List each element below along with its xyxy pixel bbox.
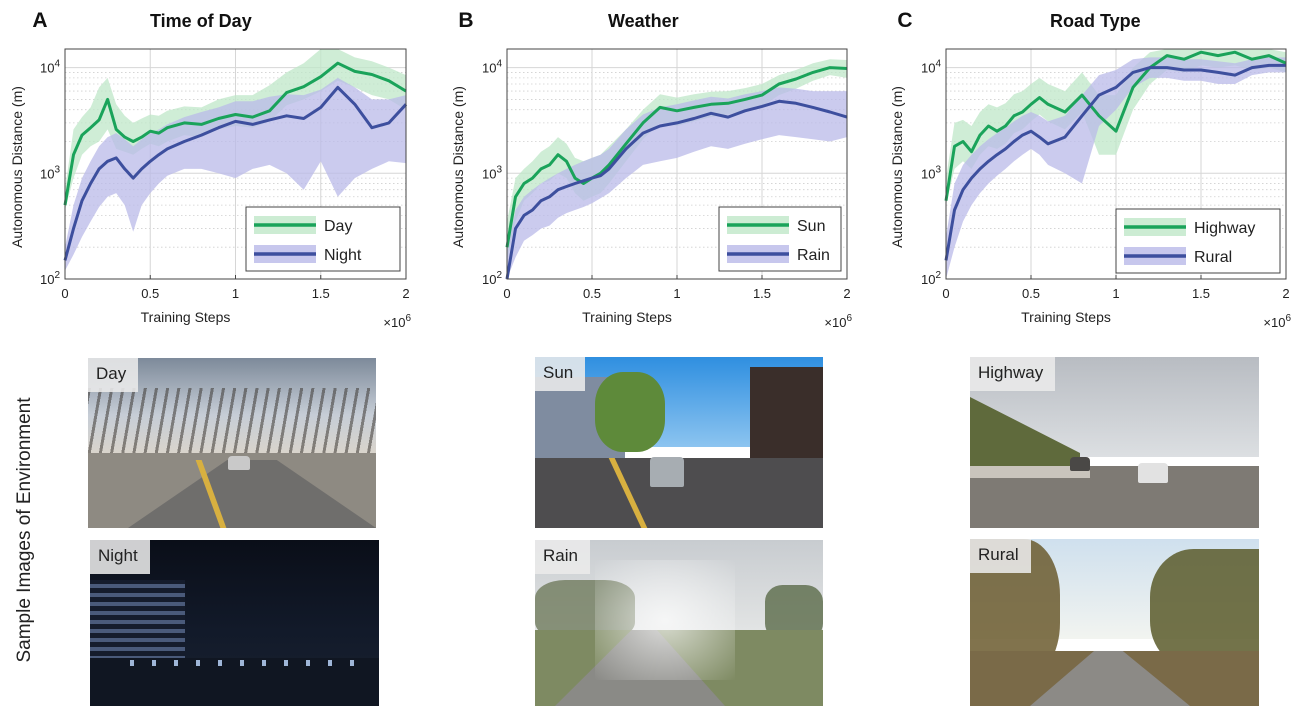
x-axis-label: Training Steps: [1021, 309, 1111, 325]
x-tick-label: 0.5: [583, 286, 601, 301]
photo-label-rural: Rural: [970, 539, 1031, 573]
photo-rain: Rain: [535, 540, 823, 706]
photo-label-rain: Rain: [535, 540, 590, 574]
series-line-night: [63, 85, 408, 261]
x-exponent-label: ×106: [1263, 313, 1291, 330]
side-label: Sample Images of Environment: [8, 360, 42, 700]
series-line-sun: [505, 66, 848, 248]
chart-panel-a: 0 0.5 1 1.5 2 102 103 104 ×106 Training Steps Auto…: [9, 9, 411, 330]
chart-panel-b: 0 0.5 1 1.5 2 102 103 104 ×106 Training Steps Auto…: [450, 9, 852, 330]
y-tick-label: 104: [482, 59, 502, 76]
x-tick-label: 0: [503, 286, 510, 301]
series-line-rain: [505, 99, 848, 280]
legend-label-highway: Highway: [1194, 220, 1255, 237]
photo-day: Day: [88, 358, 376, 528]
legend: Highway Rural: [1115, 208, 1281, 274]
y-tick-label: 102: [482, 270, 502, 287]
panel-title: Weather: [608, 11, 679, 31]
panel-letter: B: [458, 9, 473, 32]
chart-panel-c: 0 0.5 1 1.5 2 102 103 104 ×106 Training Steps Auto…: [889, 9, 1291, 330]
series-line-day: [63, 61, 407, 206]
x-tick-label: 2: [843, 286, 850, 301]
series-band-rain: [507, 87, 847, 280]
legend: Sun Rain: [718, 206, 842, 272]
series-line-highway: [944, 50, 1287, 201]
series-band-highway: [946, 49, 1286, 206]
y-axis-label: Autonomous Distance (m): [889, 86, 905, 248]
y-tick-label: 102: [921, 270, 941, 287]
legend-label-sun: Sun: [797, 218, 825, 235]
photo-label-sun: Sun: [535, 357, 586, 391]
series-band-night: [65, 77, 406, 271]
y-axis-label: Autonomous Distance (m): [450, 86, 466, 248]
x-tick-label: 0.5: [1022, 286, 1040, 301]
side-label-text: Sample Images of Environment: [14, 397, 35, 663]
x-tick-label: 1.5: [312, 286, 330, 301]
x-axis-label: Training Steps: [582, 309, 672, 325]
y-tick-label: 104: [40, 59, 60, 76]
panel-letter: A: [32, 9, 47, 32]
x-exponent-label: ×106: [383, 313, 411, 330]
legend-label-day: Day: [324, 218, 352, 235]
x-tick-label: 0.5: [141, 286, 159, 301]
series-band-sun: [507, 59, 847, 261]
photo-night: Night: [90, 540, 379, 706]
photo-label-day: Day: [88, 358, 139, 392]
x-axis-label: Training Steps: [141, 309, 231, 325]
photo-highway: Highway: [970, 357, 1259, 528]
x-tick-label: 0: [61, 286, 68, 301]
series-band-rural: [946, 57, 1286, 280]
photo-label-highway: Highway: [970, 357, 1056, 391]
legend-label-night: Night: [324, 247, 362, 264]
photo-rural: Rural: [970, 539, 1259, 706]
y-tick-label: 104: [921, 59, 941, 76]
x-exponent-label: ×106: [824, 313, 852, 330]
y-tick-label: 102: [40, 270, 60, 287]
legend-label-rural: Rural: [1194, 249, 1232, 266]
x-tick-label: 2: [1282, 286, 1289, 301]
series-line-rural: [944, 63, 1286, 261]
x-tick-label: 0: [942, 286, 949, 301]
panel-title: Time of Day: [150, 11, 252, 31]
x-tick-label: 1: [232, 286, 239, 301]
y-tick-label: 103: [921, 164, 941, 181]
series-band-day: [65, 49, 406, 210]
x-tick-label: 1: [673, 286, 680, 301]
legend: Day Night: [245, 206, 401, 272]
photo-sun: Sun: [535, 357, 823, 528]
x-tick-label: 1.5: [753, 286, 771, 301]
x-tick-label: 1: [1112, 286, 1119, 301]
y-tick-label: 103: [40, 164, 60, 181]
y-tick-label: 103: [482, 164, 502, 181]
x-tick-label: 2: [402, 286, 409, 301]
panel-letter: C: [897, 9, 912, 32]
photo-label-night: Night: [90, 540, 150, 574]
x-tick-label: 1.5: [1192, 286, 1210, 301]
panel-title: Road Type: [1050, 11, 1141, 31]
y-axis-label: Autonomous Distance (m): [9, 86, 25, 248]
legend-label-rain: Rain: [797, 247, 830, 264]
